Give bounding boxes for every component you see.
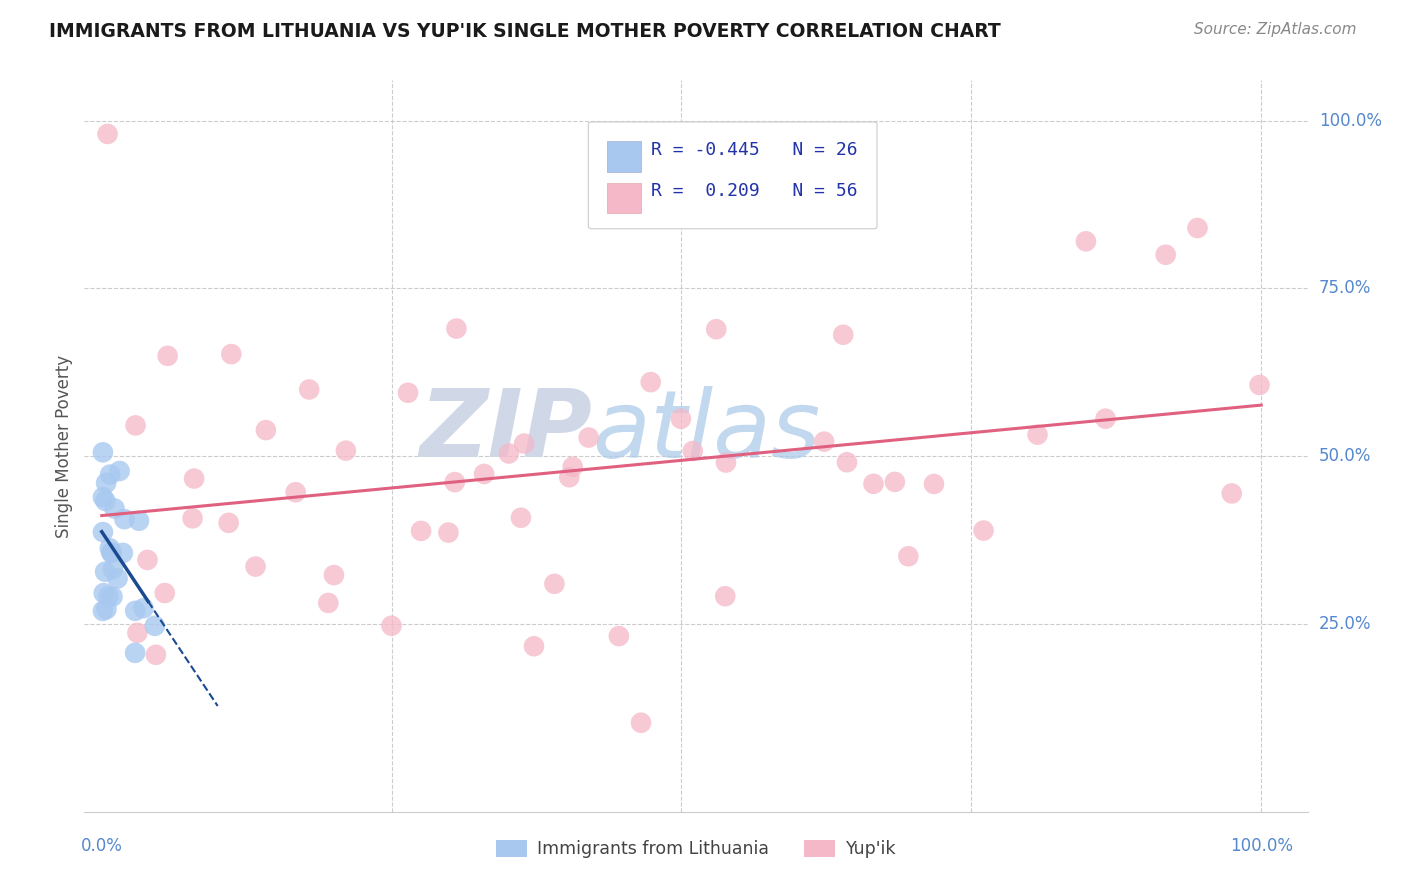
- Point: [183, 472, 205, 486]
- Point: [322, 568, 344, 582]
- Point: [704, 322, 727, 336]
- Point: [101, 590, 124, 604]
- FancyBboxPatch shape: [588, 122, 877, 228]
- Point: [181, 511, 204, 525]
- Point: [124, 418, 146, 433]
- Point: [630, 715, 652, 730]
- Text: R = -0.445   N = 26: R = -0.445 N = 26: [651, 141, 858, 159]
- Point: [883, 475, 905, 489]
- Point: [714, 589, 737, 603]
- Point: [107, 571, 129, 585]
- Point: [558, 470, 581, 484]
- Point: [91, 490, 114, 504]
- Point: [443, 475, 465, 489]
- Point: [1220, 486, 1243, 500]
- Point: [132, 601, 155, 615]
- Point: [98, 467, 121, 482]
- Point: [813, 434, 835, 449]
- Point: [254, 423, 277, 437]
- Point: [1187, 221, 1209, 235]
- Point: [682, 444, 704, 458]
- Text: atlas: atlas: [592, 386, 820, 477]
- Text: 75.0%: 75.0%: [1319, 279, 1371, 297]
- Point: [112, 512, 135, 526]
- Point: [396, 385, 419, 400]
- Point: [298, 383, 321, 397]
- Text: Source: ZipAtlas.com: Source: ZipAtlas.com: [1194, 22, 1357, 37]
- Text: 25.0%: 25.0%: [1319, 615, 1371, 632]
- Point: [136, 553, 159, 567]
- Point: [335, 443, 357, 458]
- Point: [862, 476, 884, 491]
- Text: 50.0%: 50.0%: [1319, 447, 1371, 465]
- Point: [669, 412, 692, 426]
- Point: [97, 590, 120, 604]
- Point: [221, 347, 243, 361]
- Point: [143, 619, 166, 633]
- Text: ZIP: ZIP: [419, 385, 592, 477]
- Point: [98, 541, 121, 556]
- Point: [100, 545, 122, 559]
- Point: [96, 127, 118, 141]
- Point: [832, 327, 855, 342]
- FancyBboxPatch shape: [606, 183, 641, 213]
- Point: [127, 625, 149, 640]
- Point: [973, 524, 995, 538]
- Point: [108, 464, 131, 478]
- Point: [94, 565, 117, 579]
- Point: [640, 375, 662, 389]
- Point: [124, 646, 146, 660]
- Text: 100.0%: 100.0%: [1230, 837, 1292, 855]
- Point: [835, 455, 858, 469]
- Point: [218, 516, 240, 530]
- Text: 0.0%: 0.0%: [80, 837, 122, 855]
- Point: [607, 629, 630, 643]
- Point: [380, 619, 402, 633]
- Point: [714, 456, 737, 470]
- Point: [437, 525, 460, 540]
- Point: [543, 577, 565, 591]
- Point: [318, 596, 340, 610]
- Point: [1074, 235, 1097, 249]
- Point: [156, 349, 179, 363]
- Text: IMMIGRANTS FROM LITHUANIA VS YUP'IK SINGLE MOTHER POVERTY CORRELATION CHART: IMMIGRANTS FROM LITHUANIA VS YUP'IK SING…: [49, 22, 1001, 41]
- Text: 100.0%: 100.0%: [1319, 112, 1382, 129]
- Point: [513, 436, 536, 450]
- FancyBboxPatch shape: [606, 141, 641, 171]
- Point: [498, 446, 520, 460]
- Point: [472, 467, 495, 481]
- Text: R =  0.209   N = 56: R = 0.209 N = 56: [651, 183, 858, 201]
- Legend: Immigrants from Lithuania, Yup'ik: Immigrants from Lithuania, Yup'ik: [489, 832, 903, 865]
- Point: [93, 586, 115, 600]
- Point: [96, 602, 118, 616]
- Point: [578, 431, 600, 445]
- Point: [94, 494, 117, 508]
- Point: [1026, 427, 1049, 442]
- Point: [91, 604, 114, 618]
- Point: [1094, 411, 1116, 425]
- Point: [100, 546, 122, 560]
- Y-axis label: Single Mother Poverty: Single Mother Poverty: [55, 354, 73, 538]
- Point: [111, 546, 134, 560]
- Point: [103, 501, 125, 516]
- Point: [124, 604, 146, 618]
- Point: [1249, 378, 1271, 392]
- Point: [94, 475, 117, 490]
- Point: [561, 459, 583, 474]
- Point: [245, 559, 267, 574]
- Point: [409, 524, 432, 538]
- Point: [897, 549, 920, 564]
- Point: [145, 648, 167, 662]
- Point: [101, 562, 124, 576]
- Point: [284, 485, 307, 500]
- Point: [91, 445, 114, 459]
- Point: [128, 514, 150, 528]
- Point: [922, 477, 945, 491]
- Point: [91, 524, 114, 539]
- Point: [153, 586, 176, 600]
- Point: [446, 321, 468, 335]
- Point: [510, 510, 533, 524]
- Point: [1154, 248, 1177, 262]
- Point: [523, 640, 546, 654]
